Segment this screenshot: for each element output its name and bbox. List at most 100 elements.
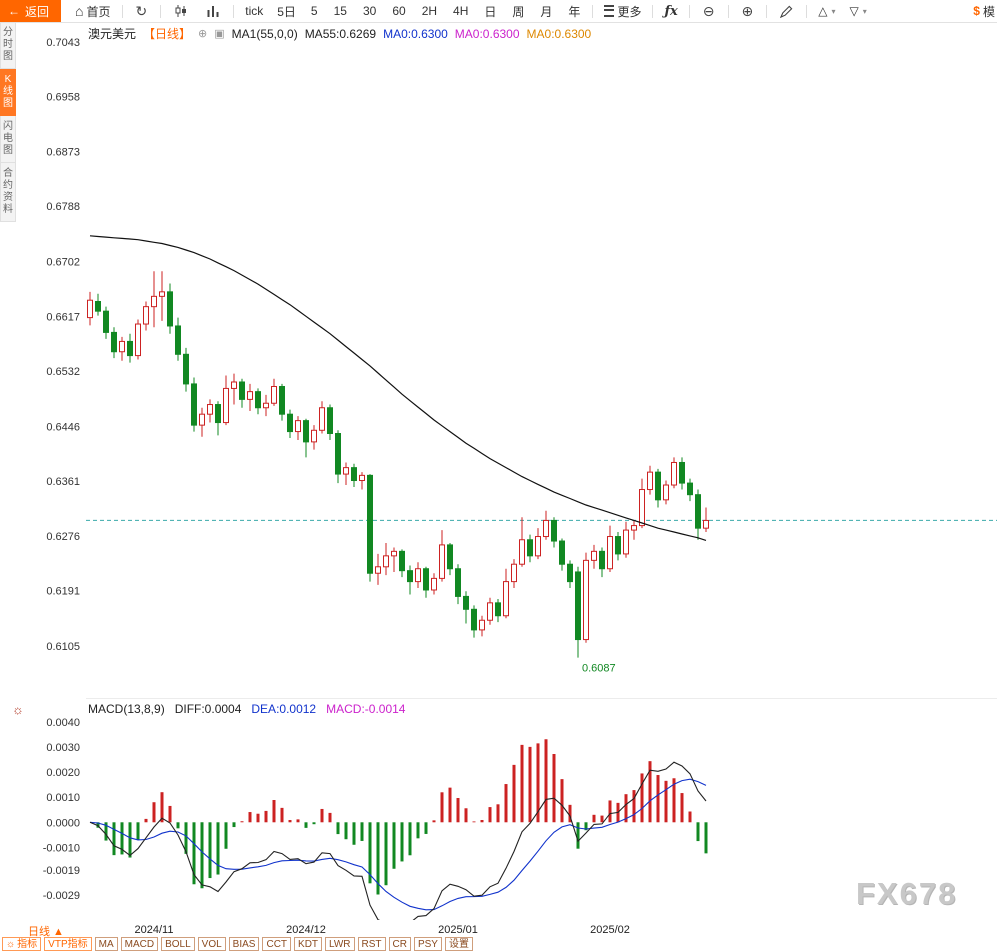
volume-bars-icon xyxy=(207,6,219,17)
svg-text:0.0000: 0.0000 xyxy=(46,817,80,829)
sidebar-item-lightning-chart[interactable]: 闪电图 xyxy=(0,116,16,163)
svg-text:0.0030: 0.0030 xyxy=(46,742,80,754)
refresh-button[interactable]: ↻ xyxy=(136,0,148,22)
interval-5d-button[interactable]: 5日 xyxy=(277,4,296,19)
svg-text:2024/11: 2024/11 xyxy=(135,924,174,936)
svg-text:0.6191: 0.6191 xyxy=(46,586,80,598)
svg-text:0.6105: 0.6105 xyxy=(46,641,80,653)
shape-down-triangle-button[interactable]: ▽ ▾ xyxy=(850,4,867,18)
current-period-label[interactable]: 日线 ▲ xyxy=(28,926,64,938)
toolbar: ← 返回 ⌂ 首页 ↻ tick 5日 5 15 30 xyxy=(0,0,997,23)
svg-text:0.7043: 0.7043 xyxy=(46,37,80,49)
interval-group: 5 15 30 60 2H 4H 日周月年 xyxy=(303,3,589,20)
tab-indicator[interactable]: ☼ 指标 xyxy=(2,937,42,951)
home-icon: ⌂ xyxy=(75,3,84,19)
tab-cct[interactable]: CCT xyxy=(262,937,292,951)
shape-up-triangle-button[interactable]: △ ▾ xyxy=(818,4,835,18)
ma-settings-icon[interactable]: ▣ xyxy=(214,28,225,40)
dea-value-label: DEA:0.0012 xyxy=(251,702,317,716)
pencil-icon xyxy=(780,5,793,18)
candlestick-chart-type-button[interactable] xyxy=(174,4,188,18)
formula-fx-button[interactable]: ƒx xyxy=(664,3,678,19)
sidebar-item-time-chart[interactable]: 分时图 xyxy=(0,22,16,69)
svg-text:0.6361: 0.6361 xyxy=(46,476,80,488)
svg-text:0.6276: 0.6276 xyxy=(46,531,80,543)
toolbar-divider xyxy=(233,4,235,18)
zoom-out-button[interactable]: ⊖ xyxy=(703,0,715,22)
more-button[interactable]: 更多 xyxy=(604,3,641,20)
toolbar-divider xyxy=(592,4,594,18)
svg-text:0.6873: 0.6873 xyxy=(46,146,80,158)
back-arrow-icon: ← xyxy=(8,4,20,18)
svg-text:-0.0010: -0.0010 xyxy=(43,842,80,854)
home-button[interactable]: ⌂ 首页 xyxy=(75,3,110,20)
svg-text:0.6532: 0.6532 xyxy=(46,366,80,378)
interval-15[interactable]: 15 xyxy=(333,4,347,18)
back-button[interactable]: ← 返回 xyxy=(0,0,62,22)
zoom-in-button[interactable]: ⊕ xyxy=(742,0,754,22)
interval-60[interactable]: 60 xyxy=(392,4,406,18)
interval-30[interactable]: 30 xyxy=(362,4,377,18)
interval-4h[interactable]: 4H xyxy=(453,4,469,18)
zoom-in-icon: ⊕ xyxy=(741,3,754,19)
template-label: 模 xyxy=(982,4,995,19)
more-label: 更多 xyxy=(617,4,642,19)
interval-week[interactable]: 周 xyxy=(512,4,525,19)
back-label: 返回 xyxy=(25,4,50,19)
svg-text:0.0010: 0.0010 xyxy=(46,792,80,804)
toolbar-divider xyxy=(652,4,654,18)
interval-month[interactable]: 月 xyxy=(540,4,553,19)
svg-text:-0.0019: -0.0019 xyxy=(43,865,80,877)
svg-text:0.6788: 0.6788 xyxy=(46,201,80,213)
sidebar-item-contract-info[interactable]: 合约资料 xyxy=(0,163,16,222)
tab-kdt[interactable]: KDT xyxy=(294,937,323,951)
tab-settings[interactable]: 设置 xyxy=(444,937,473,951)
tab-cr[interactable]: CR xyxy=(388,937,411,951)
interval-2h[interactable]: 2H xyxy=(421,4,438,18)
tab-macd[interactable]: MACD xyxy=(120,937,159,951)
toolbar-divider xyxy=(766,4,768,18)
tab-boll[interactable]: BOLL xyxy=(161,937,195,951)
svg-text:0.0040: 0.0040 xyxy=(46,717,80,729)
tab-lwr[interactable]: LWR xyxy=(325,937,355,951)
ma55-value-label: MA55:0.6269 xyxy=(304,26,377,41)
diff-value-label: DIFF:0.0004 xyxy=(174,702,242,716)
tab-bias[interactable]: BIAS xyxy=(228,937,260,951)
svg-text:0.6958: 0.6958 xyxy=(46,92,80,104)
indicator-settings-icon[interactable]: ☼ xyxy=(12,702,24,717)
link-icon[interactable]: ⊕ xyxy=(198,28,208,40)
toolbar-divider xyxy=(688,4,690,18)
interval-5[interactable]: 5 xyxy=(310,4,318,18)
tab-vtp-indicator[interactable]: VTP指标 xyxy=(44,937,92,951)
tab-rst[interactable]: RST xyxy=(357,937,386,951)
svg-text:2025/01: 2025/01 xyxy=(438,924,478,936)
interval-year[interactable]: 年 xyxy=(568,4,581,19)
svg-text:0.6617: 0.6617 xyxy=(46,311,80,323)
interval-day[interactable]: 日 xyxy=(484,4,497,19)
macd-value-label: MACD:-0.0014 xyxy=(326,702,406,716)
fx678-watermark: FX678 xyxy=(856,876,958,911)
svg-text:2024/12: 2024/12 xyxy=(286,924,326,936)
svg-text:2025/02: 2025/02 xyxy=(590,924,630,936)
dollar-icon: $ xyxy=(973,4,980,18)
indicator-tab-bar: ☼ 指标 VTP指标 MA MACD BOLL VOL BIAS CCT KDT LWR RST CR P… xyxy=(0,937,997,951)
template-button[interactable]: $ 模 xyxy=(973,3,995,20)
tab-psy[interactable]: PSY xyxy=(413,937,442,951)
tab-ma[interactable]: MA xyxy=(94,937,118,951)
triangle-up-icon: △ xyxy=(818,4,828,18)
volume-chart-type-button[interactable] xyxy=(206,4,220,18)
tab-vol[interactable]: VOL xyxy=(197,937,226,951)
draw-pencil-button[interactable] xyxy=(780,5,793,18)
zoom-out-icon: ⊖ xyxy=(702,3,715,19)
tick-period-button[interactable]: tick xyxy=(245,4,264,18)
toolbar-divider xyxy=(160,4,162,18)
svg-text:-0.0029: -0.0029 xyxy=(43,890,80,902)
chevron-down-icon: ▾ xyxy=(831,6,836,16)
toolbar-divider xyxy=(727,4,729,18)
triangle-down-icon: ▽ xyxy=(849,4,859,18)
macd-param-label: MACD(13,8,9) xyxy=(88,702,165,716)
